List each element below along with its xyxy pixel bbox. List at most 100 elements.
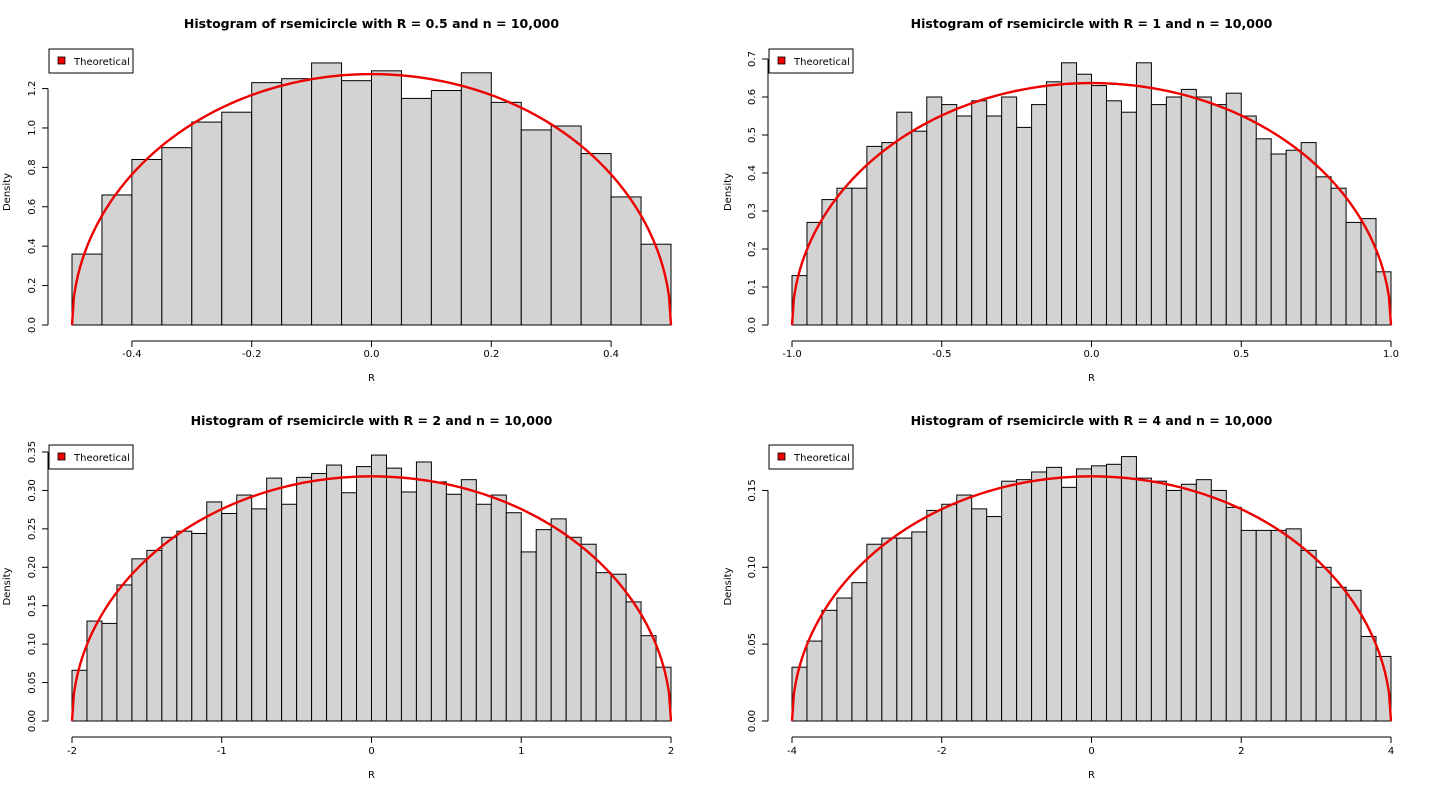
legend-entry: Theoretical — [73, 57, 130, 68]
legend-swatch — [57, 452, 66, 461]
histogram-bar — [1330, 586, 1347, 722]
histogram-bar — [881, 537, 898, 722]
histogram-bar — [1091, 85, 1107, 326]
bars — [71, 62, 672, 326]
histogram-bar — [821, 609, 838, 722]
x-tick-label: -0.4 — [122, 349, 142, 360]
histogram-bar — [595, 572, 612, 722]
y-axis-label: Density — [2, 173, 13, 211]
histogram-bar — [926, 509, 943, 722]
histogram-bar — [311, 473, 328, 722]
histogram-bar — [475, 503, 492, 722]
histogram-bar — [881, 142, 898, 326]
histogram-bar — [326, 464, 343, 722]
histogram-bar — [565, 536, 582, 722]
histogram-bar — [520, 129, 552, 326]
histogram-bar — [146, 549, 163, 722]
histogram-bar — [356, 466, 372, 722]
histogram-bar — [836, 597, 853, 722]
legend: Theoretical — [768, 444, 854, 470]
histogram-bar — [1120, 111, 1137, 326]
histogram-bar — [161, 536, 178, 722]
histogram-bar — [1315, 176, 1332, 326]
histogram-bar — [1225, 92, 1242, 326]
legend: Theoretical — [768, 48, 854, 74]
y-axis: 0.0 0.1 0.2 0.3 0.4 0.5 0.6 0.7 — [747, 51, 769, 333]
theoretical-curve — [70, 72, 673, 326]
legend-entry: Theoretical — [73, 453, 130, 464]
histogram-bar — [1150, 104, 1167, 326]
histogram-bar — [1330, 187, 1347, 326]
x-tick-label: -0.5 — [932, 349, 952, 360]
y-tick-label: 0.10 — [27, 633, 38, 655]
histogram-bar — [1031, 471, 1048, 722]
histogram-bar — [161, 147, 193, 326]
histogram-bar — [520, 551, 537, 722]
y-tick-label: 0.7 — [747, 51, 758, 67]
x-axis: -4 -2 0 2 4 — [787, 736, 1394, 757]
histogram-bar — [1210, 104, 1227, 326]
chart-title: Histogram of rsemicircle with R = 4 and … — [911, 413, 1273, 428]
y-tick-label: 0.8 — [27, 159, 38, 175]
histogram-bar — [311, 62, 343, 326]
histogram-bar — [1031, 104, 1048, 326]
histogram-bar — [86, 620, 103, 722]
histogram-bar — [400, 97, 432, 326]
x-tick-label: 2 — [668, 746, 674, 757]
y-tick-label: 1.2 — [27, 81, 38, 97]
x-tick-label: 0.0 — [1084, 349, 1100, 360]
histogram-bar — [490, 494, 507, 722]
histogram-bar — [896, 537, 913, 722]
histogram-panel-3: Histogram of rsemicircle with R = 2 and … — [2, 413, 674, 781]
histogram-bar — [191, 121, 223, 326]
histogram-bar — [1360, 635, 1377, 722]
histogram-bar — [221, 111, 253, 326]
histogram-bar — [896, 111, 913, 326]
histogram-bar — [610, 573, 627, 722]
histogram-bar — [986, 115, 1003, 326]
histogram-bar — [941, 503, 958, 722]
histogram-bar — [131, 558, 148, 722]
histogram-bar — [956, 115, 973, 326]
histogram-bar — [281, 503, 298, 722]
x-tick-label: 0.2 — [483, 349, 499, 360]
histogram-bar — [1120, 456, 1137, 722]
y-tick-label: 0.2 — [747, 241, 758, 257]
histogram-bar — [640, 635, 657, 722]
histogram-bar — [445, 493, 462, 722]
x-tick-label: 0 — [368, 746, 374, 757]
x-tick-label: 2 — [1238, 746, 1244, 757]
histogram-bar — [251, 508, 268, 722]
x-tick-label: 1.0 — [1383, 349, 1399, 360]
x-axis-label: R — [1088, 373, 1095, 384]
histogram-bar — [550, 125, 582, 326]
x-tick-label: 1 — [518, 746, 524, 757]
histogram-bar — [1300, 549, 1317, 722]
y-tick-label: 0.5 — [747, 127, 758, 143]
y-tick-label: 0.00 — [27, 710, 38, 732]
histogram-bar — [206, 501, 223, 722]
y-tick-label: 0.1 — [747, 279, 758, 295]
histogram-bar — [986, 516, 1003, 722]
bars — [791, 62, 1392, 326]
histogram-panel-1: Histogram of rsemicircle with R = 0.5 an… — [2, 16, 673, 384]
histogram-bar — [1016, 126, 1033, 326]
histogram-bar — [1001, 96, 1018, 326]
y-tick-label: 0.3 — [747, 203, 758, 219]
x-axis-label: R — [1088, 770, 1095, 781]
histogram-bar — [1375, 655, 1392, 722]
histogram-bar — [430, 481, 447, 722]
histogram-bar — [866, 543, 883, 722]
histogram-bar — [1165, 96, 1182, 326]
histogram-bar — [1076, 73, 1093, 326]
legend-swatch — [777, 452, 786, 461]
x-tick-label: 0.4 — [603, 349, 619, 360]
y-axis-label: Density — [723, 567, 734, 605]
histogram-bar — [1061, 62, 1078, 326]
histogram-bar — [1105, 463, 1122, 722]
histogram-bar — [1091, 465, 1107, 722]
histogram-panel-4: Histogram of rsemicircle with R = 4 and … — [723, 413, 1394, 781]
histogram-bar — [1135, 477, 1152, 722]
y-tick-label: 0.0 — [747, 317, 758, 333]
y-tick-label: 0.35 — [27, 441, 38, 463]
